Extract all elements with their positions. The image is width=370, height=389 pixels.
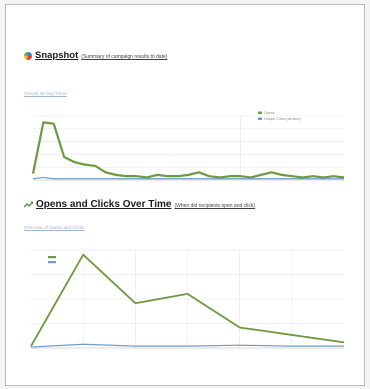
clicks-line bbox=[30, 343, 344, 348]
legend-swatch bbox=[258, 111, 262, 114]
legend-label: Opens bbox=[264, 111, 275, 115]
clicks-line bbox=[32, 176, 344, 180]
legend-label: Unique Clicks (all time) bbox=[264, 117, 301, 121]
opens-clicks-title: Opens and Clicks Over Time bbox=[36, 199, 172, 210]
legend-swatch bbox=[48, 261, 56, 264]
opens-clicks-subtitle[interactable]: (When did recipients open and click) bbox=[174, 203, 256, 209]
report-page bbox=[5, 4, 365, 386]
opens-clicks-overview-link[interactable]: Overview of Opens and Clicks bbox=[24, 225, 85, 230]
pie-chart-icon bbox=[24, 51, 32, 60]
opens-clicks-chart bbox=[30, 249, 345, 349]
snapshot-title: Snapshot bbox=[35, 50, 79, 61]
snapshot-subtitle[interactable]: (Summary of campaign results to date) bbox=[81, 54, 168, 60]
snapshot-trend-link[interactable]: Overall 30 Day Trend bbox=[24, 91, 67, 96]
trend-arrow-icon bbox=[24, 201, 33, 208]
opens-clicks-heading: Opens and Clicks Over Time (When did rec… bbox=[24, 199, 255, 210]
legend-swatch bbox=[48, 256, 56, 259]
opens-line bbox=[31, 121, 345, 179]
snapshot-chart: Opens Unique Clicks (all time) bbox=[31, 111, 345, 181]
snapshot-heading: Snapshot (Summary of campaign results to… bbox=[24, 50, 167, 61]
opens-line bbox=[30, 253, 345, 347]
legend-swatch bbox=[258, 117, 262, 120]
